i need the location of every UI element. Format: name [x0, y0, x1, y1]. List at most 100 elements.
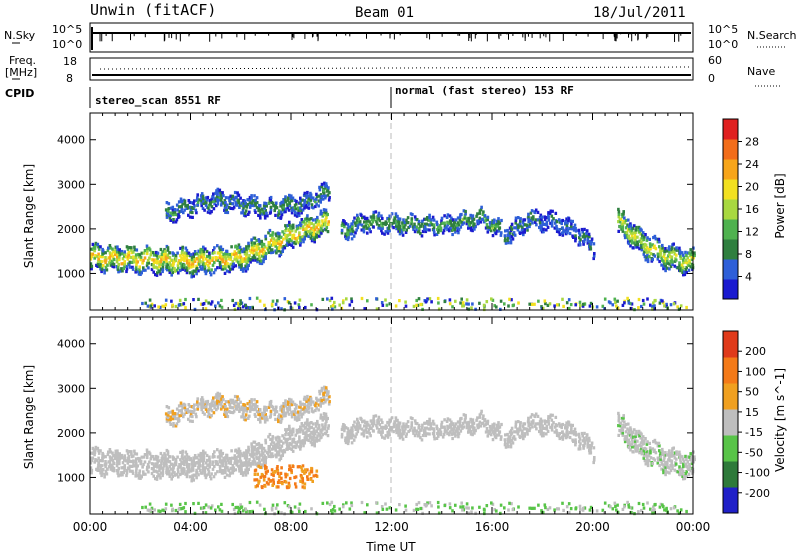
heatmap-cell [160, 257, 163, 261]
heatmap-cell [457, 231, 460, 235]
heatmap-cell [248, 402, 252, 406]
heatmap-cell [322, 395, 326, 399]
heatmap-cell [681, 465, 685, 469]
heatmap-cell [205, 458, 209, 462]
heatmap-cell [251, 256, 254, 260]
heatmap-cell [314, 401, 318, 405]
heatmap-cell [112, 469, 116, 473]
heatmap-cell [321, 433, 324, 437]
heatmap-cell [137, 459, 141, 463]
heatmap-cell [380, 425, 383, 429]
heatmap-cell [616, 503, 619, 507]
heatmap-cell [294, 482, 297, 486]
heatmap-cell [384, 502, 387, 506]
heatmap-cell [527, 424, 530, 428]
heatmap-cell [308, 217, 311, 221]
heatmap-cell [305, 205, 309, 209]
heatmap-cell [582, 232, 586, 236]
heatmap-cell [291, 241, 294, 245]
heatmap-cell [326, 416, 329, 421]
heatmap-cell [344, 426, 348, 430]
heatmap-cell [274, 453, 277, 457]
heatmap-cell [205, 404, 208, 408]
heatmap-cell [350, 232, 354, 236]
heatmap-cell [439, 226, 443, 230]
heatmap-cell [623, 437, 627, 441]
heatmap-cell [260, 242, 264, 246]
heatmap-cell [669, 260, 672, 264]
heatmap-cell [643, 459, 647, 463]
heatmap-cell [649, 303, 652, 307]
heatmap-cell [215, 399, 219, 403]
heatmap-cell [208, 403, 212, 407]
heatmap-cell [343, 222, 346, 226]
heatmap-cell [183, 403, 187, 407]
heatmap-cell [220, 404, 223, 409]
heatmap-cell [353, 420, 356, 424]
heatmap-cell [113, 250, 117, 254]
heatmap-cell [180, 408, 183, 413]
heatmap-cell [204, 511, 208, 515]
heatmap-cell [338, 303, 341, 307]
heatmap-cell [495, 222, 498, 226]
heatmap-cell [678, 246, 681, 250]
heatmap-cell [162, 257, 166, 262]
heatmap-cell [243, 456, 247, 460]
heatmap-cell [264, 405, 268, 410]
heatmap-cell [254, 203, 257, 207]
heatmap-cell [263, 250, 266, 254]
heatmap-cell [492, 424, 495, 429]
heatmap-cell [244, 214, 247, 218]
heatmap-cell [561, 422, 564, 427]
heatmap-cell [630, 234, 634, 238]
heatmap-cell [317, 199, 321, 203]
heatmap-cell [580, 431, 584, 436]
heatmap-cell [311, 238, 315, 242]
heatmap-cell [306, 428, 309, 432]
heatmap-cell [500, 231, 503, 235]
heatmap-cell [164, 507, 168, 511]
heatmap-cell [350, 501, 353, 505]
heatmap-cell [408, 428, 412, 432]
heatmap-cell [459, 424, 462, 428]
heatmap-cell [628, 505, 632, 510]
heatmap-cell [567, 421, 571, 425]
colorbar-segment [723, 159, 738, 180]
heatmap-cell [491, 438, 495, 442]
heatmap-cell [292, 430, 295, 434]
heatmap-cell [195, 211, 198, 215]
heatmap-cell [676, 266, 680, 270]
heatmap-cell [523, 218, 527, 222]
heatmap-cell [297, 211, 300, 215]
heatmap-cell [395, 224, 398, 228]
heatmap-cell [514, 425, 517, 429]
heatmap-cell [322, 392, 326, 397]
heatmap-cell [527, 220, 530, 224]
heatmap-cell [238, 454, 242, 458]
heatmap-cell [206, 414, 210, 418]
heatmap-cell [541, 306, 545, 310]
heatmap-cell [415, 431, 418, 435]
heatmap-cell [104, 462, 108, 466]
heatmap-cell [299, 405, 302, 409]
heatmap-cell [564, 219, 567, 224]
heatmap-cell [238, 469, 241, 473]
heatmap-cell [297, 415, 300, 419]
heatmap-cell [137, 252, 140, 257]
heatmap-cell [319, 193, 323, 197]
heatmap-cell [669, 264, 673, 269]
heatmap-cell [199, 247, 203, 252]
heatmap-cell [421, 433, 425, 438]
heatmap-cell [547, 218, 551, 222]
heatmap-cell [216, 406, 220, 410]
heatmap-cell [574, 229, 578, 233]
heatmap-cell [232, 507, 236, 511]
heatmap-cell [458, 218, 462, 222]
heatmap-cell [659, 253, 662, 257]
heatmap-cell [104, 460, 107, 464]
heatmap-cell [152, 469, 156, 473]
heatmap-cell [235, 254, 238, 258]
heatmap-cell [208, 460, 212, 464]
heatmap-cell [215, 204, 218, 208]
heatmap-cell [205, 473, 208, 477]
